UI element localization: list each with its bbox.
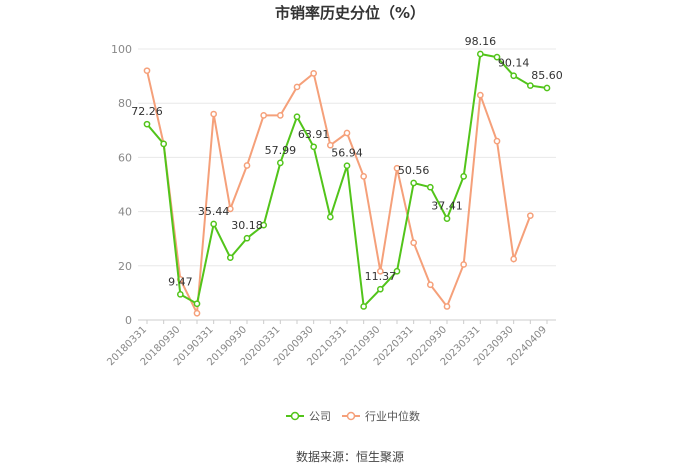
- data-point: [243, 162, 251, 169]
- data-label: 57.99: [265, 144, 297, 157]
- series-line-0: [146, 52, 548, 309]
- chart-title: 市销率历史分位（%）: [275, 4, 425, 22]
- data-point: [276, 159, 284, 167]
- data-point: [276, 112, 284, 119]
- data-point: [193, 300, 201, 308]
- data-label: 50.56: [398, 164, 430, 177]
- grid-lines: [138, 48, 556, 321]
- data-label: 37.41: [431, 200, 463, 213]
- data-point: [460, 173, 468, 180]
- data-point: [243, 234, 251, 242]
- data-point: [426, 281, 434, 289]
- data-point: [343, 162, 351, 170]
- data-point: [426, 183, 434, 191]
- legend-label: 公司: [309, 410, 331, 423]
- data-point: [226, 254, 234, 262]
- data-point: [393, 164, 401, 172]
- data-point: [210, 220, 218, 228]
- data-point: [260, 221, 268, 229]
- data-point: [360, 303, 368, 310]
- data-point: [510, 72, 518, 80]
- data-point: [410, 179, 418, 187]
- data-point: [326, 141, 334, 149]
- data-point: [543, 84, 551, 92]
- data-point: [160, 140, 168, 148]
- data-label: 9.47: [168, 275, 193, 288]
- data-label: 11.37: [365, 270, 397, 283]
- data-label: 63.91: [298, 128, 330, 141]
- series-layer: [143, 50, 551, 317]
- y-tick-label: 20: [118, 260, 132, 273]
- data-point: [493, 137, 501, 145]
- y-tick-label: 40: [118, 206, 132, 219]
- data-point: [260, 112, 268, 119]
- data-point: [510, 255, 518, 263]
- data-point: [493, 53, 501, 61]
- data-point: [310, 143, 318, 151]
- y-axis: 0 20 40 60 80 100: [111, 43, 132, 327]
- y-tick-label: 60: [118, 151, 132, 164]
- data-point: [526, 212, 534, 220]
- y-tick-label: 100: [111, 43, 132, 56]
- legend-label: 行业中位数: [365, 409, 420, 423]
- data-point: [326, 213, 334, 221]
- data-point: [460, 261, 468, 268]
- data-point: [143, 67, 151, 75]
- data-point: [376, 285, 384, 293]
- legend-swatch-marker: [346, 411, 356, 421]
- x-axis: 2018033120180930201903312019093020200331…: [105, 320, 549, 368]
- y-tick-label: 80: [118, 97, 132, 110]
- data-point: [210, 110, 218, 118]
- data-point: [360, 173, 368, 180]
- data-point: [526, 82, 534, 89]
- data-point: [293, 113, 301, 121]
- data-point: [476, 91, 484, 99]
- data-point: [310, 70, 318, 77]
- source-note: 数据来源：恒生聚源: [296, 449, 404, 464]
- data-label: 35.44: [198, 205, 230, 218]
- data-label: 72.26: [131, 105, 163, 118]
- data-point: [376, 267, 384, 275]
- data-label: 30.18: [231, 219, 263, 232]
- data-label: 56.94: [331, 147, 363, 160]
- data-label: 90.14: [498, 57, 530, 70]
- data-point: [343, 129, 351, 137]
- data-point: [176, 290, 184, 298]
- legend[interactable]: 公司 行业中位数: [286, 409, 420, 423]
- legend-swatch-marker: [290, 411, 300, 421]
- data-point: [193, 309, 201, 317]
- data-point: [410, 239, 418, 247]
- data-point: [226, 205, 234, 213]
- data-point: [443, 303, 451, 310]
- data-point: [443, 215, 451, 222]
- data-label: 85.60: [531, 69, 563, 82]
- data-label: 98.16: [465, 35, 497, 48]
- data-point: [393, 267, 401, 275]
- data-point: [143, 120, 151, 128]
- y-tick-label: 0: [125, 314, 132, 327]
- data-point: [293, 83, 301, 91]
- series-line-1: [146, 70, 532, 317]
- data-point: [476, 50, 484, 58]
